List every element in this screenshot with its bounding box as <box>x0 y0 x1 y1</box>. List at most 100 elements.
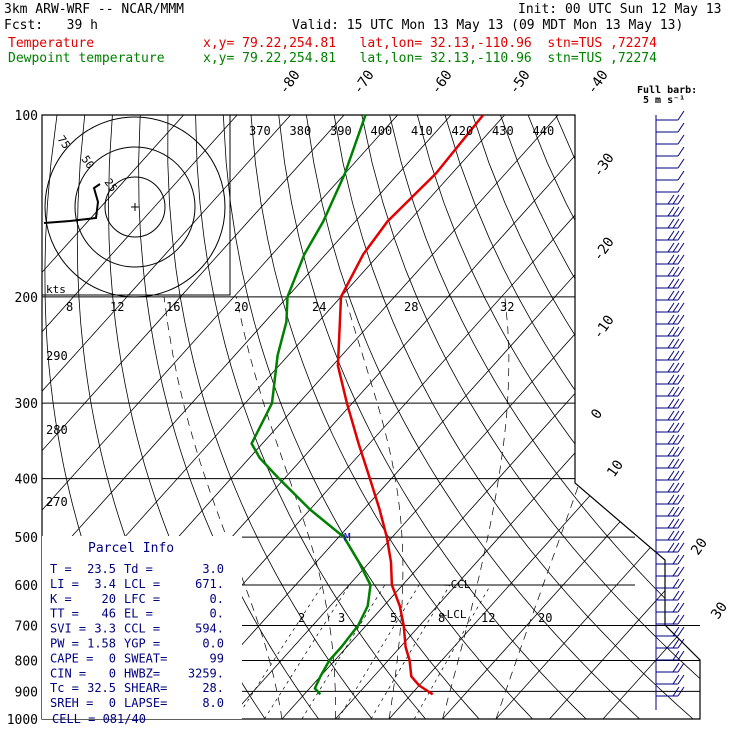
wind-barb <box>656 422 685 433</box>
hodograph-ring-75: 75 <box>55 133 73 151</box>
dry-adiabat-line <box>195 115 426 719</box>
theta-side-label: 290 <box>46 349 68 363</box>
wind-barb <box>656 446 685 457</box>
hodograph-speed-tick: 12 <box>110 300 124 314</box>
dry-adiabat-line <box>638 115 700 719</box>
wind-barb <box>656 686 685 697</box>
forecast-hour: Fcst: 39 h <box>4 18 98 33</box>
isotherm-side-label: 10 <box>604 457 627 480</box>
parcel-label: Tc = <box>50 681 79 695</box>
parcel-label: PW = <box>50 637 79 651</box>
wind-barb <box>656 206 685 217</box>
theta-label: 440 <box>533 124 555 138</box>
mixing-ratio-label: 2 <box>298 611 305 625</box>
theta-label: 420 <box>452 124 474 138</box>
wind-barb <box>656 158 685 169</box>
parcel-value: 0 <box>109 696 116 710</box>
parcel-value: 8.0 <box>202 696 224 710</box>
isotherm-side-label: -30 <box>590 150 618 180</box>
dry-adiabat-line <box>500 115 700 719</box>
parcel-value: 3.0 <box>202 562 224 576</box>
parcel-cell: CELL = 081/40 <box>52 712 146 726</box>
hodograph-speed-unit: kts <box>46 283 66 296</box>
parcel-info-title: Parcel Info <box>88 541 174 556</box>
hodograph-speed-tick: 24 <box>312 300 326 314</box>
parcel-label: LI = <box>50 577 79 591</box>
isotherm-line <box>42 115 452 719</box>
dry-adiabat-line <box>306 115 640 719</box>
wind-barb <box>656 194 685 205</box>
theta-label: 380 <box>290 124 312 138</box>
parcel-label: HWBZ= <box>124 666 160 680</box>
wind-barb <box>656 638 685 649</box>
mixing-ratio-line <box>413 584 491 719</box>
valid-time: Valid: 15 UTC Mon 13 May 13 (09 MDT Mon … <box>292 18 684 33</box>
wind-barb <box>656 302 685 313</box>
wind-barb <box>656 530 685 541</box>
dry-adiabat-line <box>472 115 700 719</box>
pressure-tick-label: 300 <box>15 397 38 412</box>
dewpoint-legend-label: Dewpoint temperature <box>8 51 165 66</box>
wind-barb <box>656 590 685 601</box>
dry-adiabat-line <box>416 115 700 719</box>
isotherm-side-label: -20 <box>590 234 618 264</box>
temperature-profile-line <box>336 115 485 696</box>
wind-barb <box>656 470 685 481</box>
wind-barb <box>656 338 685 349</box>
mixing-ratio-label: 12 <box>481 611 495 625</box>
wind-barb <box>656 674 685 685</box>
isotherm-line <box>549 115 700 719</box>
parcel-value: 99 <box>210 651 224 665</box>
parcel-label: SHEAR= <box>124 681 167 695</box>
dewpoint-profile-line <box>250 115 372 696</box>
parcel-value: 594. <box>195 622 224 636</box>
wind-barb <box>656 566 685 577</box>
init-time: Init: 00 UTC Sun 12 May 13 <box>518 2 722 17</box>
parcel-label: SREH = <box>50 696 93 710</box>
wind-barb <box>656 374 685 385</box>
isotherm-line <box>602 115 700 719</box>
wind-barb <box>656 314 685 325</box>
theta-side-label: 270 <box>46 495 68 509</box>
theta-label: 410 <box>411 124 433 138</box>
wind-barb <box>656 542 685 553</box>
wind-barb <box>656 434 685 445</box>
dry-adiabat-line <box>555 115 700 719</box>
isotherm-side-label: 20 <box>688 535 711 558</box>
moist-adiabat-line <box>442 296 510 719</box>
isotherm-top-label: -80 <box>276 67 304 97</box>
dry-adiabat-line <box>250 115 533 719</box>
parcel-label: SVI = <box>50 622 86 636</box>
wind-barb <box>656 458 685 469</box>
mixing-ratio-line <box>337 584 420 719</box>
isotherm-line <box>42 115 398 719</box>
parcel-value: 46 <box>102 607 116 621</box>
wind-barb <box>656 482 685 493</box>
isotherm-side-label: 0 <box>588 406 606 422</box>
parcel-label: LAPSE= <box>124 696 167 710</box>
isotherm-top-label: -40 <box>584 67 612 97</box>
isotherm-line <box>281 115 700 719</box>
mixing-ratio-label: 20 <box>538 611 552 625</box>
level-marker-ccl: —CCL <box>444 578 471 591</box>
level-marker-m: M <box>344 531 351 544</box>
moist-adiabat-line <box>495 296 643 719</box>
wind-barb <box>656 182 685 193</box>
dry-adiabat-line <box>361 115 700 719</box>
hodograph-speed-tick: 32 <box>500 300 514 314</box>
barb-legend-units: 5 m s⁻¹ <box>643 95 685 106</box>
isotherm-top-label: -60 <box>428 67 456 97</box>
wind-barb <box>656 626 685 637</box>
dry-adiabat-line <box>527 115 700 719</box>
wind-barb <box>656 266 685 277</box>
parcel-value: 0 <box>109 666 116 680</box>
parcel-value: 20 <box>102 592 116 606</box>
isotherm-side-label: 30 <box>708 599 731 622</box>
wind-barb <box>656 278 685 289</box>
wind-barb <box>656 350 685 361</box>
theta-label: 430 <box>492 124 514 138</box>
pressure-tick-label: 800 <box>15 654 38 669</box>
isotherm-side-label: -10 <box>590 312 618 342</box>
parcel-value: 0 <box>109 651 116 665</box>
isotherm-line <box>388 115 700 719</box>
